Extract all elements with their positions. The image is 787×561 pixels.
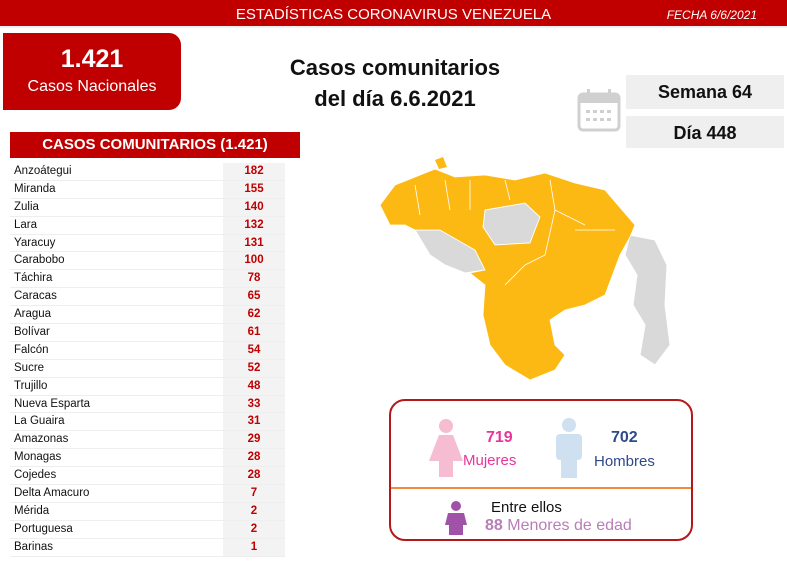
header-bar: ESTADÍSTICAS CORONAVIRUS VENEZUELA FECHA…	[0, 0, 787, 28]
state-name: Trujillo	[14, 379, 48, 392]
state-cases: 78	[223, 270, 285, 288]
table-row: Miranda 155	[10, 180, 285, 199]
among-label: Entre ellos	[491, 499, 562, 516]
state-cases: 61	[223, 324, 285, 341]
state-name: Aragua	[14, 308, 52, 321]
venezuela-map	[379, 157, 671, 381]
table-row: Anzoátegui 182	[10, 163, 285, 181]
state-name: Sucre	[14, 361, 45, 374]
state-cases: 65	[223, 288, 285, 306]
map-region-yellow-north	[435, 157, 447, 169]
state-name: Delta Amacuro	[14, 487, 90, 500]
child-icon	[445, 501, 467, 535]
national-cases-label: Casos Nacionales	[27, 78, 157, 95]
state-name: Barinas	[14, 540, 53, 553]
state-name: Mérida	[14, 504, 50, 517]
state-name: Miranda	[14, 182, 56, 195]
state-name: Falcón	[14, 343, 49, 356]
table-row: Caracas 65	[10, 288, 285, 307]
table-row: Portuguesa 2	[10, 520, 285, 539]
state-cases: 28	[223, 449, 285, 467]
minors-label: Menores de edad	[507, 517, 632, 534]
header-date: FECHA 6/6/2021	[666, 8, 757, 22]
state-cases: 29	[223, 431, 285, 449]
state-cases: 28	[223, 467, 285, 485]
state-name: Táchira	[14, 272, 53, 285]
minors-line: 88 Menores de edad	[485, 517, 632, 535]
state-cases: 155	[223, 180, 285, 198]
map-region-gray-east	[624, 234, 671, 366]
table-row: Carabobo 100	[10, 252, 285, 271]
state-cases: 7	[223, 485, 285, 502]
table-row: Nueva Esparta 33	[10, 395, 285, 414]
state-name: Carabobo	[14, 254, 65, 267]
page-title: Casos comunitarios del día 6.6.2021	[250, 52, 540, 114]
table-row: La Guaira 31	[10, 413, 285, 432]
state-cases: 48	[223, 377, 285, 395]
table-row: Barinas 1	[10, 538, 285, 557]
minors-count: 88	[485, 517, 503, 534]
state-name: Zulia	[14, 200, 39, 213]
state-cases: 54	[223, 341, 285, 359]
demographics-panel: 719 Mujeres 702 Hombres Entre ellos 88 M…	[389, 399, 693, 541]
table-row: Táchira 78	[10, 270, 285, 289]
state-cases: 33	[223, 395, 285, 413]
woman-icon	[429, 419, 463, 477]
state-name: Bolívar	[14, 326, 50, 339]
state-name: Anzoátegui	[14, 165, 72, 177]
cases-table: Anzoátegui 182 Miranda 155 Zulia 140 Lara 132 Ya…	[10, 163, 285, 557]
state-cases: 2	[223, 520, 285, 538]
state-cases: 131	[223, 234, 285, 252]
table-row: Falcón 54	[10, 341, 285, 360]
national-cases-box: 1.421 Casos Nacionales	[3, 33, 181, 110]
table-row: Lara 132	[10, 216, 285, 235]
state-name: Cojedes	[14, 469, 57, 482]
state-name: La Guaira	[14, 415, 65, 428]
state-cases: 182	[223, 163, 285, 180]
divider	[391, 487, 691, 489]
women-count: 719	[486, 429, 513, 446]
map-region-yellow-main	[379, 168, 636, 381]
table-row: Cojedes 28	[10, 467, 285, 486]
table-row: Amazonas 29	[10, 431, 285, 450]
women-label: Mujeres	[463, 452, 517, 469]
state-name: Caracas	[14, 290, 57, 303]
state-name: Portuguesa	[14, 522, 73, 535]
calendar-icon	[577, 89, 621, 132]
state-cases: 100	[223, 252, 285, 270]
state-cases: 140	[223, 198, 285, 216]
table-row: Yaracuy 131	[10, 234, 285, 253]
state-name: Nueva Esparta	[14, 397, 91, 410]
table-row: Zulia 140	[10, 198, 285, 217]
table-row: Aragua 62	[10, 306, 285, 325]
table-row: Trujillo 48	[10, 377, 285, 396]
state-name: Lara	[14, 218, 38, 231]
table-row: Bolívar 61	[10, 324, 285, 342]
state-name: Yaracuy	[14, 236, 56, 249]
table-row: Delta Amacuro 7	[10, 485, 285, 503]
day-box: Día 448	[626, 116, 784, 148]
state-cases: 1	[223, 538, 285, 556]
state-cases: 2	[223, 502, 285, 520]
title-line-2: del día 6.6.2021	[314, 86, 476, 111]
state-cases: 62	[223, 306, 285, 324]
title-line-1: Casos comunitarios	[289, 55, 501, 80]
state-name: Monagas	[14, 451, 62, 464]
state-cases: 52	[223, 359, 285, 377]
map-region-yellow-island	[560, 187, 580, 195]
state-cases: 31	[223, 413, 285, 431]
national-cases-value: 1.421	[60, 45, 124, 73]
men-label: Hombres	[594, 453, 655, 470]
week-box: Semana 64	[626, 75, 784, 109]
table-title: CASOS COMUNITARIOS (1.421)	[10, 132, 300, 158]
men-count: 702	[611, 429, 638, 446]
table-row: Monagas 28	[10, 449, 285, 468]
table-row: Mérida 2	[10, 502, 285, 521]
state-cases: 132	[223, 216, 285, 234]
table-row: Sucre 52	[10, 359, 285, 378]
man-icon	[556, 418, 582, 478]
state-name: Amazonas	[14, 433, 69, 446]
header-title: ESTADÍSTICAS CORONAVIRUS VENEZUELA	[235, 6, 552, 23]
